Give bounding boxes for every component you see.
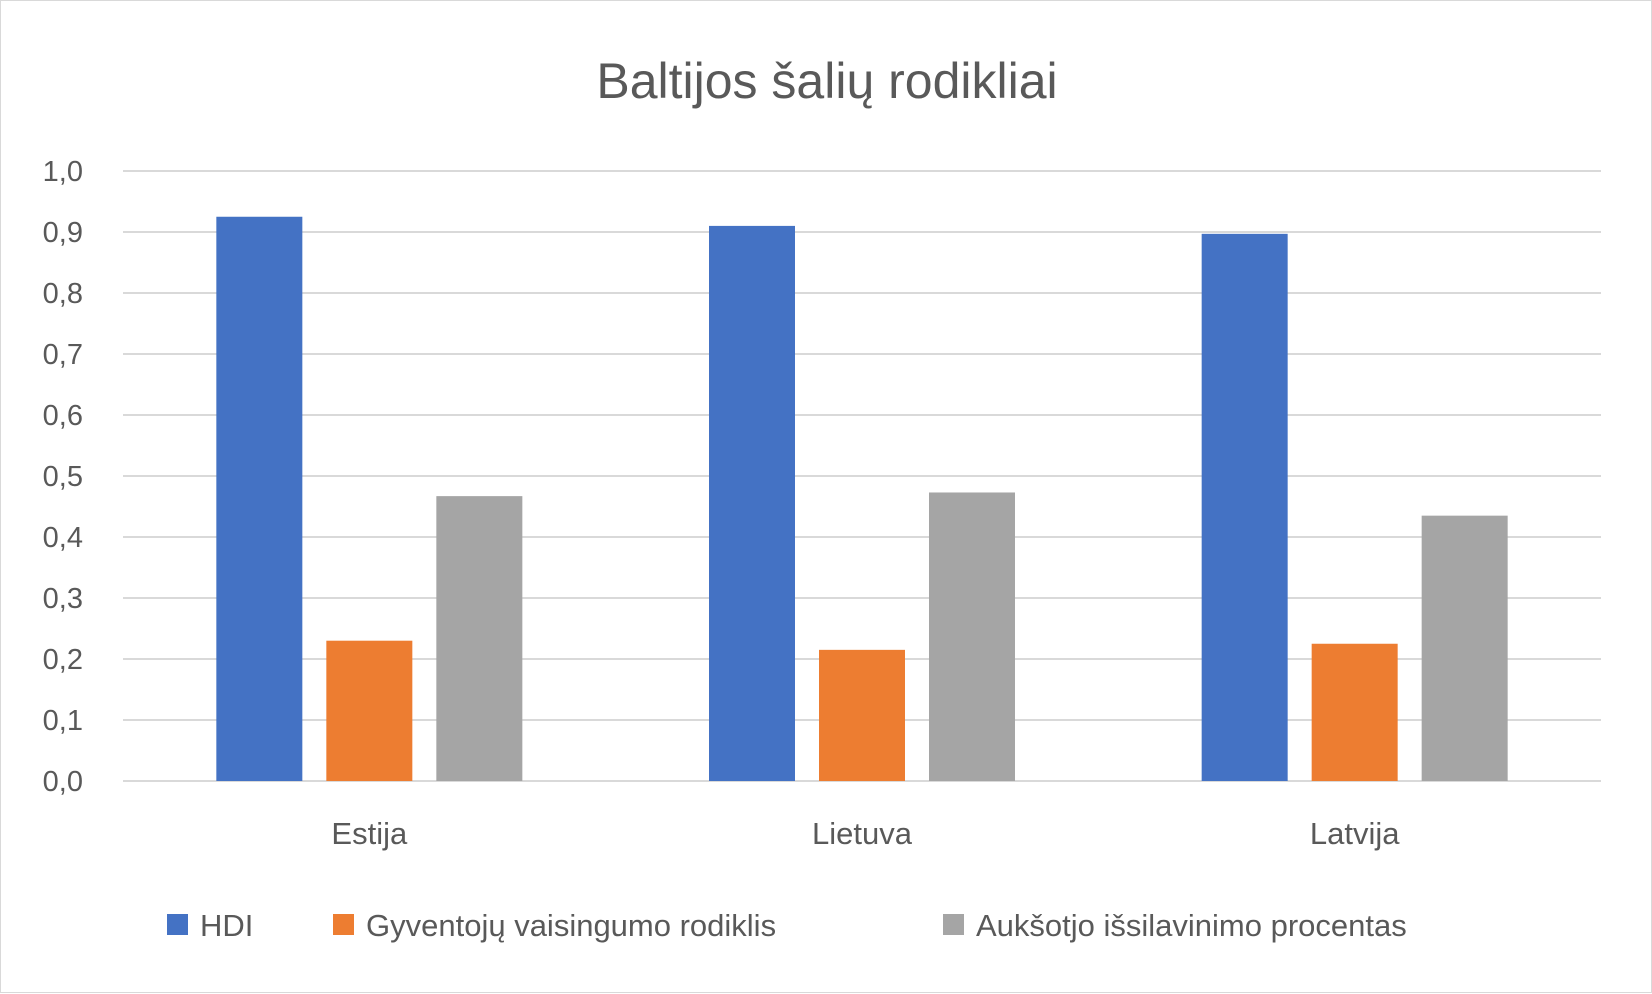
bar-lietuva-series-3: [929, 492, 1015, 781]
y-tick-label: 0,1: [43, 705, 83, 737]
y-tick-label: 0,5: [43, 461, 83, 493]
legend: HDI Gyventojų vaisingumo rodiklis Aukšotjo…: [167, 908, 1407, 943]
y-tick-label: 0,7: [43, 339, 83, 371]
y-axis-ticks: 0,0 0,1 0,2 0,3 0,4 0,5 0,6 0,7 0,8 0,9 1,0: [43, 156, 83, 798]
bar-estija-series-3: [436, 496, 523, 781]
y-tick-label: 0,8: [43, 278, 83, 310]
legend-swatch: [943, 914, 964, 935]
x-category-label: Estija: [331, 816, 408, 851]
bar-latvija-series-3: [1421, 515, 1508, 781]
bar-estija-series-2: [326, 640, 413, 781]
x-category-label: Latvija: [1310, 816, 1400, 851]
legend-label: Aukšotjo išsilavinimo procentas: [976, 908, 1407, 943]
bar-estija-series-1: [216, 216, 303, 781]
bar-lietuva-series-2: [819, 649, 905, 781]
legend-swatch: [333, 914, 354, 935]
bars: [216, 216, 1508, 781]
bar-latvija-series-1: [1201, 233, 1288, 781]
x-category-label: Lietuva: [812, 816, 913, 851]
y-tick-label: 0,6: [43, 400, 83, 432]
chart-title: Baltijos šalių rodikliai: [596, 53, 1057, 109]
y-tick-label: 1,0: [43, 156, 83, 188]
category-labels: Estija Lietuva Latvija: [331, 816, 1400, 851]
legend-label: Gyventojų vaisingumo rodiklis: [366, 908, 776, 943]
y-tick-label: 0,9: [43, 217, 83, 249]
legend-label: HDI: [200, 908, 253, 943]
bar-latvija-series-2: [1311, 643, 1398, 781]
y-tick-label: 0,0: [43, 766, 83, 798]
legend-swatch: [167, 914, 188, 935]
y-tick-label: 0,2: [43, 644, 83, 676]
y-tick-label: 0,3: [43, 583, 83, 615]
bar-lietuva-series-1: [709, 225, 795, 781]
y-tick-label: 0,4: [43, 522, 83, 554]
